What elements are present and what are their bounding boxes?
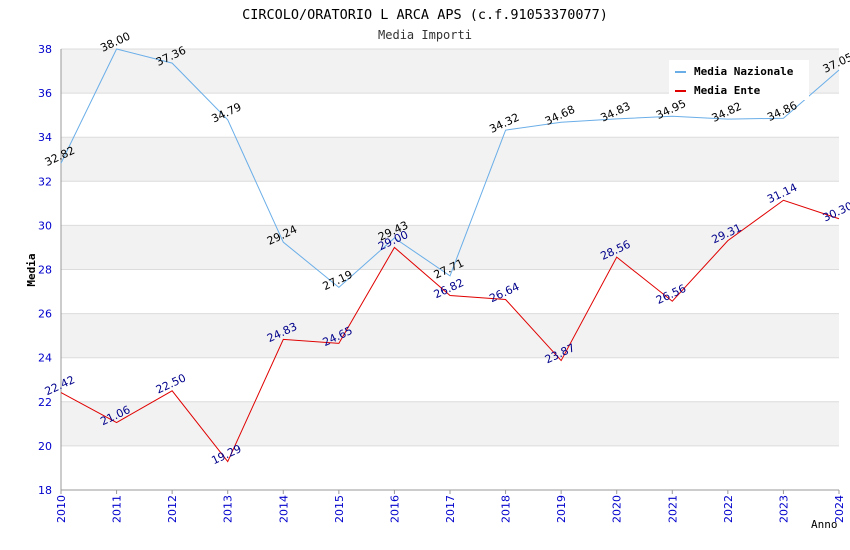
y-axis-label: Media [25,253,38,286]
legend: Media Nazionale Media Ente [669,60,809,100]
series-line-media-ente [60,199,840,463]
y-tick-labels: 18 20 22 24 26 28 30 32 34 36 38 [38,43,52,497]
y-tick-label: 32 [38,175,52,188]
plot-band [61,401,839,446]
y-tick-label: 24 [38,352,52,365]
axes [60,49,840,494]
x-tick-labels: 2010 2011 2012 2013 2014 2015 2016 2017 2018 2019… [55,495,846,523]
legend-box [669,60,809,100]
y-tick-label: 38 [38,43,52,56]
x-tick-label: 2015 [333,495,346,523]
x-tick-label: 2023 [777,495,790,523]
series-line-media-nazionale [60,48,840,289]
y-tick-label: 36 [38,87,52,100]
x-tick-label: 2024 [833,495,846,523]
plot-band [61,137,839,182]
data-label: 34.82 [710,100,744,125]
grid-lines [61,48,839,491]
data-label: 22.42 [43,373,77,398]
data-label: 26.56 [654,282,688,307]
legend-label-media-nazionale: Media Nazionale [694,65,794,78]
x-tick-label: 2019 [555,495,568,523]
legend-label-media-ente: Media Ente [694,84,761,97]
y-tick-label: 34 [38,131,52,144]
y-tick-label: 28 [38,264,52,277]
y-tick-label: 30 [38,219,52,232]
data-label: 31.14 [765,181,799,206]
y-tick-label: 22 [38,396,52,409]
plot-bands [61,49,839,446]
x-tick-label: 2013 [222,495,235,523]
data-label: 26.64 [487,280,521,305]
data-label: 34.95 [654,97,688,122]
plot-band [61,225,839,270]
x-tick-label: 2022 [722,495,735,523]
x-tick-label: 2012 [166,495,179,523]
x-tick-label: 2014 [277,495,290,523]
x-tick-label: 2017 [444,495,457,523]
data-label: 34.86 [765,99,799,124]
x-tick-label: 2016 [388,495,401,523]
data-label: 34.83 [598,100,632,125]
x-tick-label: 2010 [55,495,68,523]
x-tick-label: 2020 [611,495,624,523]
x-axis-label: Anno [811,518,838,531]
data-label: 30.30 [821,199,850,224]
data-label: 22.50 [154,371,188,396]
plot-band [61,313,839,358]
chart-subtitle: Media Importi [378,28,472,42]
chart-title: CIRCOLO/ORATORIO L ARCA APS (c.f.9105337… [242,7,608,23]
data-label: 34.68 [543,103,577,128]
x-tick-label: 2018 [500,495,513,523]
y-tick-label: 20 [38,440,52,453]
data-label: 34.79 [209,100,243,125]
series-lines [60,48,840,463]
y-tick-label: 18 [38,484,52,497]
x-tick-label: 2021 [666,495,679,523]
data-label: 27.19 [321,268,355,293]
x-tick-label: 2011 [111,495,124,523]
y-tick-label: 26 [38,308,52,321]
